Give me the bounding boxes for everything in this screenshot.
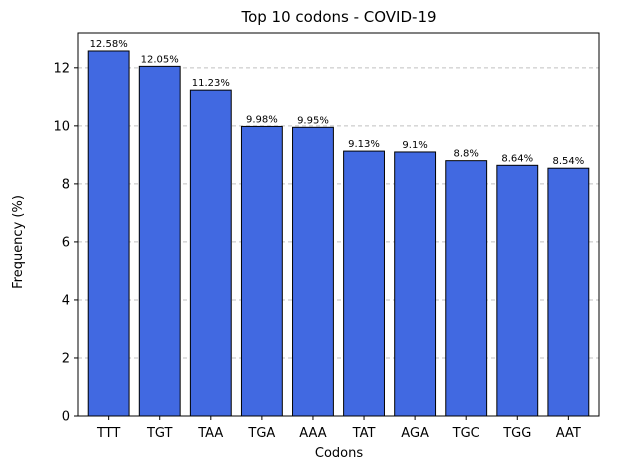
x-axis-label: Codons: [315, 446, 363, 461]
x-tick-label: TAA: [197, 426, 223, 441]
y-tick-label: 4: [62, 293, 70, 308]
bar-value-label: 12.05%: [141, 54, 179, 65]
plot-frame: [77, 32, 600, 417]
bar: [394, 151, 437, 417]
bar-value-label: 8.64%: [501, 153, 533, 164]
x-tick-label: AAT: [556, 426, 581, 441]
bar: [189, 89, 232, 417]
y-axis-label: Frequency (%): [11, 195, 26, 289]
y-tick-label: 6: [62, 235, 70, 250]
bar-value-label: 8.8%: [453, 149, 478, 160]
x-tick-label: TGC: [452, 426, 480, 441]
bar: [138, 65, 181, 417]
bar: [496, 164, 539, 417]
y-tick-label: 12: [53, 61, 70, 76]
x-tick-label: TTT: [96, 426, 120, 441]
x-tick-label: TAT: [352, 426, 376, 441]
bar-value-label: 8.54%: [552, 156, 584, 167]
bar-value-label: 9.13%: [348, 139, 380, 150]
y-tick-label: 2: [62, 351, 70, 366]
bar: [445, 160, 488, 417]
bar: [87, 50, 130, 417]
y-tick-label: 8: [62, 177, 70, 192]
bar-value-label: 11.23%: [192, 78, 230, 89]
bars: [87, 50, 590, 417]
x-tick-label: TGT: [146, 426, 173, 441]
x-tick-label: AAA: [299, 426, 327, 441]
x-tick-label: AGA: [401, 426, 429, 441]
x-tick-label: TGA: [247, 426, 275, 441]
bar: [292, 126, 334, 417]
y-tick-label: 0: [62, 410, 70, 425]
bar: [240, 125, 283, 417]
bar-value-label: 12.58%: [90, 39, 128, 50]
data-labels: 12.58% 12.05% 11.23% 9.98% 9.95% 9.13% 9.1% 8.8…: [90, 39, 585, 167]
y-tick-label: 10: [53, 119, 70, 134]
bar: [547, 167, 590, 417]
x-axis: TTT TGT TAA TGA AAA TAT AGA TGC TGG AAT: [96, 416, 581, 441]
y-axis: 0 2 4 6 8 10 12: [53, 61, 78, 425]
chart-title: Top 10 codons - COVID-19: [240, 8, 436, 26]
bar-value-label: 9.95%: [297, 115, 329, 126]
bar: [343, 150, 385, 417]
bar-value-label: 9.98%: [246, 114, 278, 125]
x-tick-label: TGG: [502, 426, 531, 441]
bar-value-label: 9.1%: [402, 140, 427, 151]
